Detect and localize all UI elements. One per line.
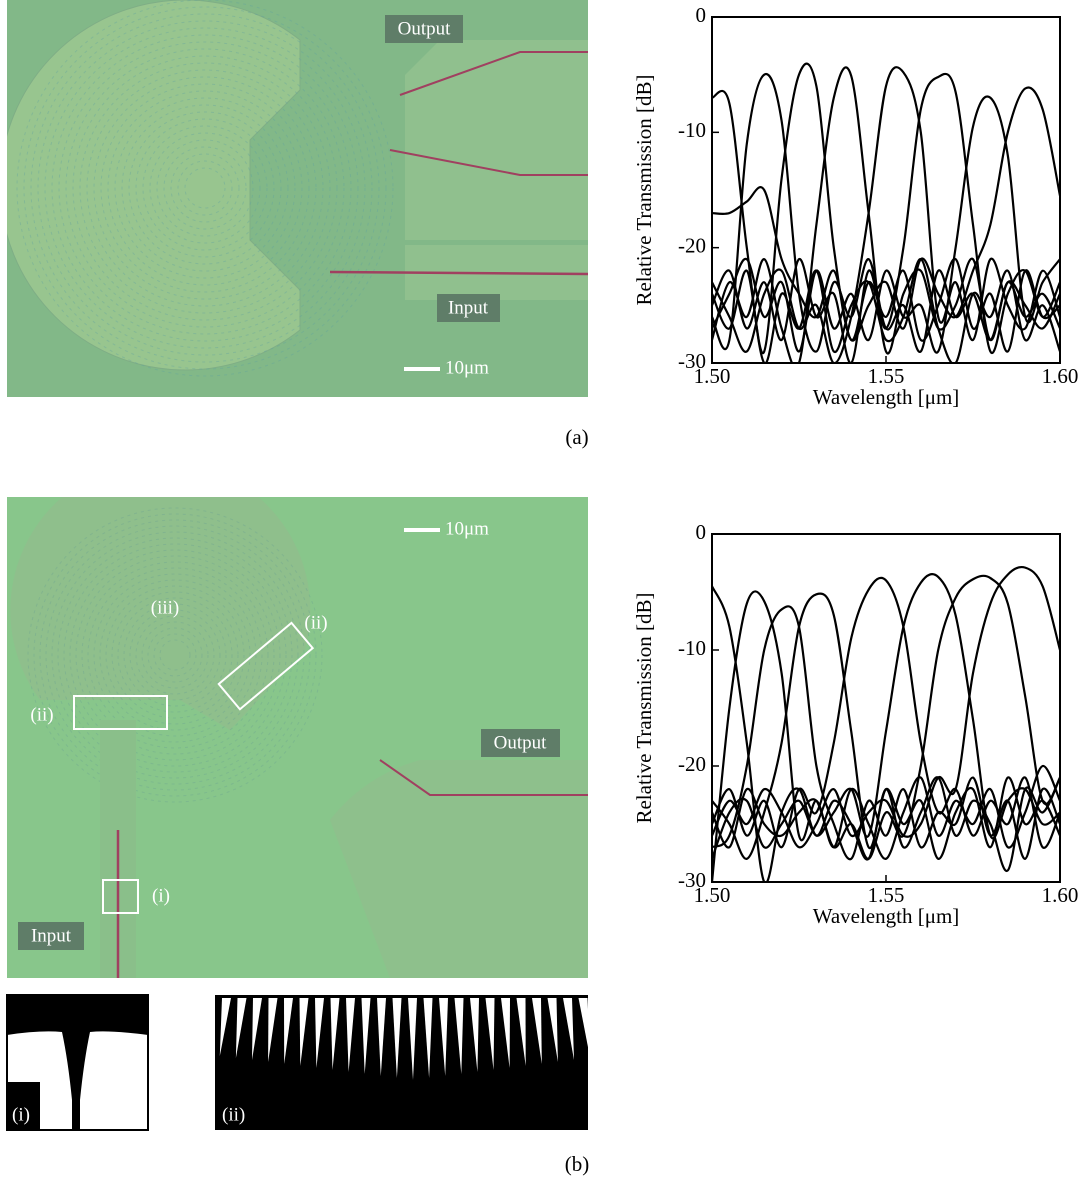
figure: Output Input 10μm (a) 10μm (iii) (ii) (i…: [0, 0, 1085, 1180]
scale-bar-label: 10μm: [445, 518, 489, 539]
plot-frame: [712, 534, 1060, 882]
y-tick-label: -20: [678, 233, 706, 257]
caption: (b): [565, 1152, 590, 1176]
inset-ii: (ii): [215, 995, 590, 1130]
x-axis-label: Wavelength [μm]: [813, 385, 960, 409]
y-tick-label: -10: [678, 118, 706, 142]
x-tick-label: 1.50: [694, 364, 731, 388]
series-line: [712, 578, 1060, 848]
inset-label: (i): [12, 1104, 30, 1125]
series-line: [712, 67, 1060, 363]
series-line: [712, 74, 1060, 352]
y-tick-label: -10: [678, 636, 706, 660]
y-tick-label: 0: [696, 520, 707, 544]
region-label: (ii): [304, 612, 327, 633]
region-label: (i): [152, 885, 170, 906]
x-tick-label: 1.60: [1042, 364, 1079, 388]
inset-label: (ii): [222, 1104, 245, 1125]
inset-i: (i): [7, 995, 148, 1130]
series-line: [712, 576, 1060, 859]
x-tick-label: 1.60: [1042, 883, 1079, 907]
y-tick-label: -20: [678, 752, 706, 776]
y-axis-label: Relative Transmission [dB]: [632, 74, 656, 305]
output-label: Output: [398, 18, 452, 39]
output-label: Output: [494, 732, 548, 753]
series-line: [712, 567, 1060, 847]
input-label: Input: [31, 925, 72, 946]
x-axis-label: Wavelength [μm]: [813, 904, 960, 928]
series-line: [712, 64, 1060, 354]
y-tick-label: 0: [696, 3, 707, 27]
series-line: [712, 67, 1060, 367]
series-line: [712, 74, 1060, 363]
x-tick-label: 1.50: [694, 883, 731, 907]
field-image-b: [7, 460, 588, 978]
scale-bar-label: 10μm: [445, 357, 489, 378]
input-label: Input: [448, 297, 489, 318]
region-label: (iii): [151, 597, 180, 618]
y-axis-label: Relative Transmission [dB]: [632, 592, 656, 823]
field-image-a: [0, 0, 588, 397]
region-label: (ii): [30, 704, 53, 725]
caption: (a): [565, 425, 588, 449]
